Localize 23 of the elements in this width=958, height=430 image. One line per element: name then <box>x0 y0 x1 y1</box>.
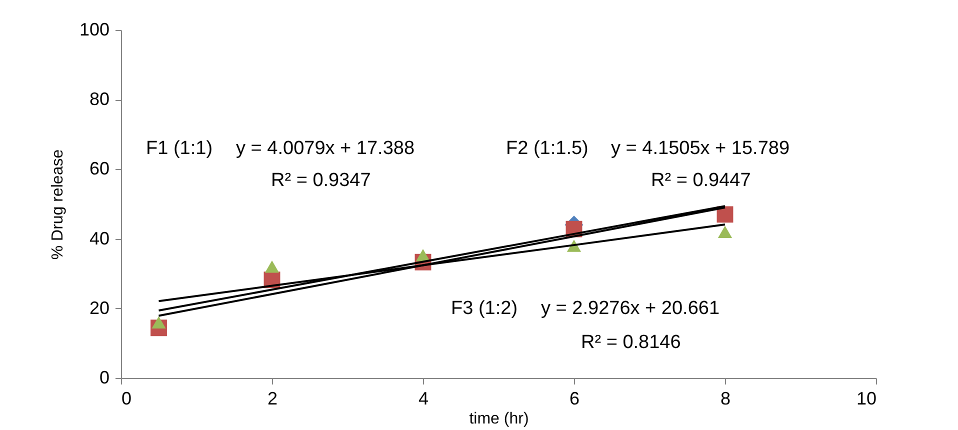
y-tick-label: 0 <box>99 368 110 388</box>
annotation: y = 2.9276x + 20.661 <box>541 298 720 319</box>
annotation: R² = 0.8146 <box>581 332 681 353</box>
annotation: F3 (1:2) <box>451 298 518 319</box>
y-tick-label: 100 <box>79 20 110 40</box>
x-tick-label: 0 <box>122 388 132 408</box>
y-tick-label: 60 <box>89 158 110 179</box>
x-tick-label: 6 <box>569 388 580 408</box>
annotation: R² = 0.9347 <box>271 170 371 191</box>
annotation: F2 (1:1.5) <box>506 138 588 159</box>
x-tick-label: 4 <box>418 388 429 408</box>
x-tick-label: 10 <box>856 388 876 408</box>
annotation: y = 4.1505x + 15.789 <box>611 138 790 159</box>
annotation: y = 4.0079x + 17.388 <box>236 138 415 159</box>
annotation: R² = 0.9447 <box>651 170 751 191</box>
y-tick-label: 40 <box>89 228 110 248</box>
y-tick-label: 20 <box>89 298 110 318</box>
x-tick-label: 8 <box>720 388 731 408</box>
annotation: F1 (1:1) <box>146 138 213 159</box>
x-tick-label: 2 <box>267 388 278 408</box>
x-axis-title: time (hr) <box>469 410 529 428</box>
y-tick-label: 80 <box>89 89 110 110</box>
y-axis-title: % Drug release <box>49 149 66 260</box>
